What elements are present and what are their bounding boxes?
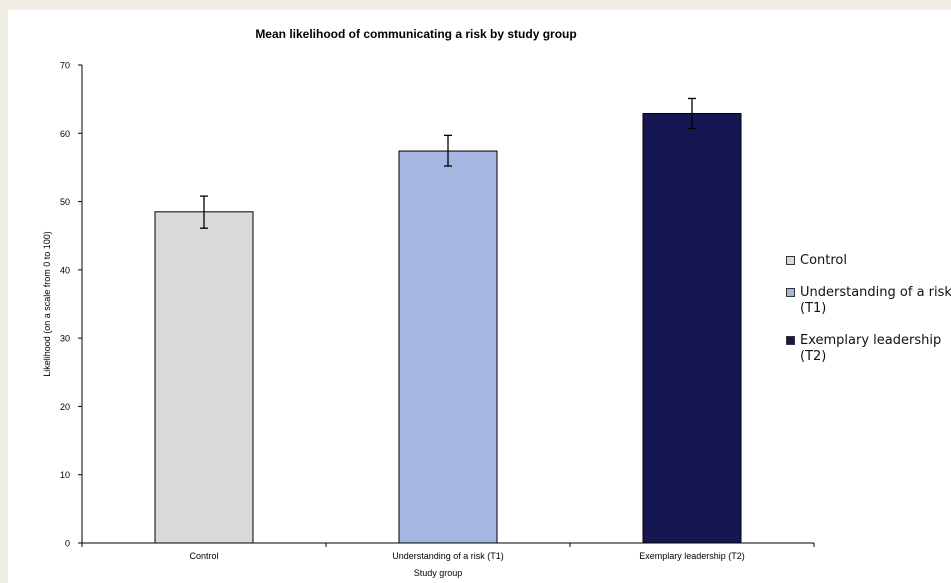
legend-label-line2: (T2) <box>800 349 827 364</box>
legend-label: Control <box>800 253 847 268</box>
x-tick-label: Exemplary leadership (T2) <box>639 551 745 561</box>
y-tick-label: 10 <box>60 470 70 480</box>
y-tick-label: 0 <box>65 539 70 549</box>
bar-chart: Mean likelihood of communicating a risk … <box>42 27 815 578</box>
bar <box>642 112 742 544</box>
y-tick-label: 20 <box>60 402 70 412</box>
legend-swatch-control <box>786 256 795 265</box>
legend-item-t1: Understanding of a risk (T1) <box>786 285 951 317</box>
x-tick-label: Understanding of a risk (T1) <box>392 551 504 561</box>
legend-swatch-t2 <box>786 336 795 345</box>
bar <box>398 150 498 544</box>
chart-panel: Mean likelihood of communicating a risk … <box>8 10 951 583</box>
y-tick-label: 60 <box>60 129 70 139</box>
legend-label: Exemplary leadership <box>800 333 942 348</box>
y-tick-label: 70 <box>60 61 70 71</box>
legend-item-t2: Exemplary leadership (T2) <box>786 333 951 365</box>
chart-title: Mean likelihood of communicating a risk … <box>255 27 576 41</box>
legend: Control Understanding of a risk (T1) Exe… <box>786 253 951 381</box>
y-tick-label: 30 <box>60 334 70 344</box>
x-tick-label: Control <box>189 551 218 561</box>
legend-item-control: Control <box>786 253 951 269</box>
x-axis-label: Study group <box>414 568 463 578</box>
y-tick-label: 40 <box>60 265 70 275</box>
bar <box>154 211 254 544</box>
y-tick-label: 50 <box>60 197 70 207</box>
legend-label: Understanding of a risk <box>800 285 951 300</box>
legend-label-line2: (T1) <box>800 301 827 316</box>
legend-swatch-t1 <box>786 288 795 297</box>
y-axis-label: Likelihood (on a scale from 0 to 100) <box>42 231 52 377</box>
